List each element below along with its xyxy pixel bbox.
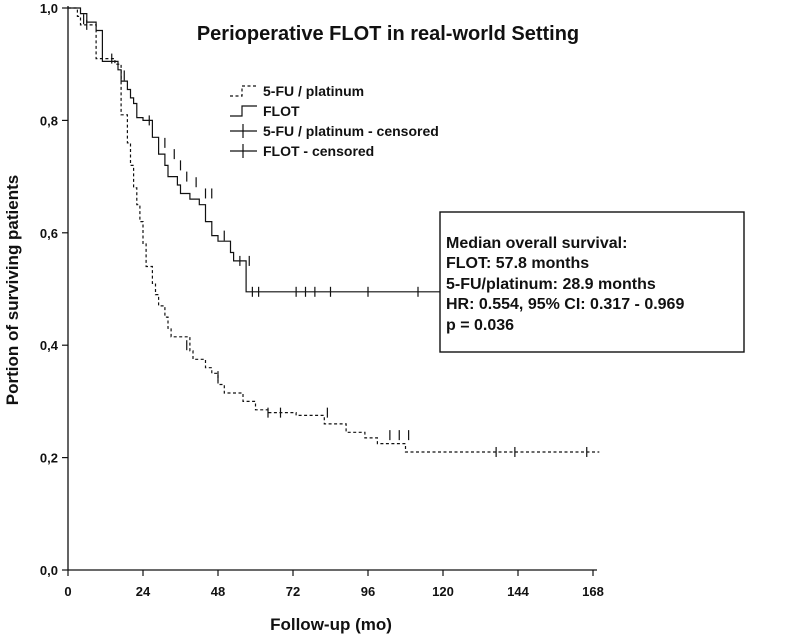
legend-entry-label: FLOT - censored: [263, 143, 374, 159]
x-tick-label: 0: [64, 584, 71, 599]
annotation-line-4: HR: 0.554, 95% CI: 0.317 - 0.969: [446, 296, 684, 313]
x-tick-label: 24: [136, 584, 151, 599]
legend-symbol-flot: [230, 105, 257, 117]
annotation-line-1: Median overall survival:: [446, 235, 627, 252]
ticks: 0 24 48 72 96 120 144 168 0,0 0,2 0,4 0,6 0,8 1,0: [40, 1, 604, 599]
annotation-box-frame: [439, 211, 745, 353]
y-tick-label: 0,0: [40, 563, 58, 578]
y-tick-label: 0,8: [40, 113, 58, 128]
x-tick-label: 120: [432, 584, 454, 599]
y-tick-label: 0,6: [40, 226, 58, 241]
legend-symbol-fu-platinum: [230, 85, 257, 97]
series-line-fu-platinum: [68, 7, 600, 453]
series-line-flot: [68, 7, 440, 293]
legend: 5-FU / platinum FLOT 5-FU / platinum - cen…: [230, 83, 439, 159]
legend-entry-label: 5-FU / platinum: [263, 83, 364, 99]
x-tick-label: 96: [361, 584, 375, 599]
y-tick-label: 0,2: [40, 451, 58, 466]
annotation-box: Median overall survival: FLOT: 57.8 mont…: [439, 211, 745, 353]
annotation-line-2: FLOT: 57.8 months: [446, 255, 589, 272]
x-tick-label: 144: [507, 584, 529, 599]
y-tick-label: 1,0: [40, 1, 58, 16]
series-layer: [68, 7, 600, 457]
annotation-line-5: p = 0.036: [446, 317, 514, 334]
x-tick-label: 48: [211, 584, 225, 599]
x-axis-title: Follow-up (mo): [270, 615, 392, 634]
legend-entry-label: 5-FU / platinum - censored: [263, 123, 439, 139]
x-tick-label: 168: [582, 584, 604, 599]
y-axis-title: Portion of surviving patients: [3, 175, 22, 405]
chart-title: Perioperative FLOT in real-world Setting: [197, 23, 579, 45]
x-tick-label: 72: [286, 584, 300, 599]
axes: [67, 6, 597, 571]
legend-entry-label: FLOT: [263, 103, 300, 119]
y-tick-label: 0,4: [40, 338, 59, 353]
annotation-line-3: 5-FU/platinum: 28.9 months: [446, 276, 656, 293]
